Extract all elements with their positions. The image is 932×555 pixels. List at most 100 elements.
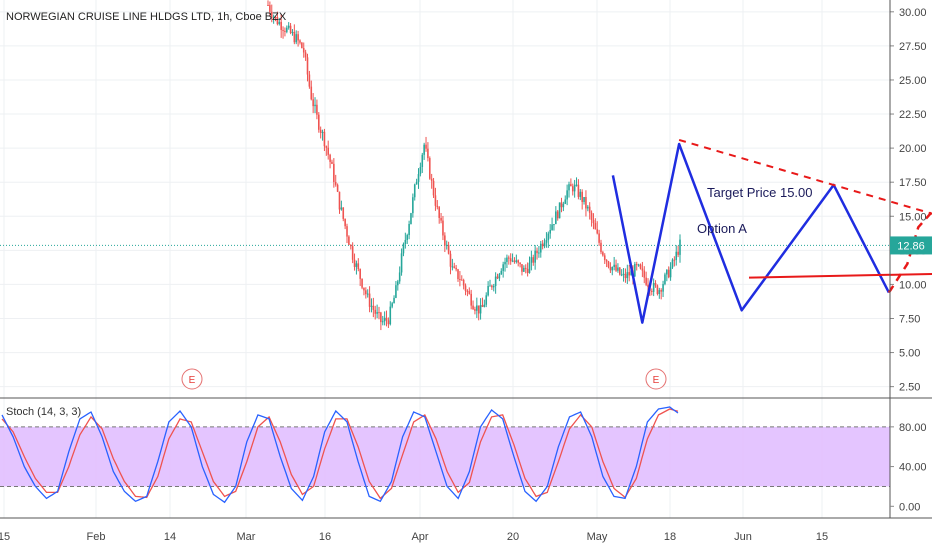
candle-body [611, 267, 614, 271]
candle-body [380, 312, 382, 323]
candle-body [489, 285, 491, 287]
candle-body [675, 251, 678, 260]
candle-body [440, 217, 442, 221]
candle-body [571, 186, 574, 192]
candle-body [568, 184, 570, 191]
candle-body [289, 25, 292, 33]
candle-body [316, 104, 318, 115]
candle-body [334, 181, 337, 185]
candle-body [363, 287, 365, 291]
candle-body [460, 279, 463, 281]
candle-body [662, 284, 664, 292]
candle-body [502, 264, 504, 271]
candle-body [555, 211, 557, 225]
candle-body [543, 242, 546, 247]
candle-body [442, 220, 444, 236]
candle-body [607, 261, 610, 268]
candle-body [479, 305, 482, 314]
candle-body [267, 5, 269, 6]
candle-body [487, 286, 489, 296]
stoch-y-tick-label: 80.00 [899, 422, 927, 434]
candle-body [592, 219, 595, 224]
axes: 15 Feb 14 Mar 16 Apr 20 May 18 Jun 152.505.007.501… [0, 0, 932, 543]
candle-body [530, 257, 533, 263]
y-tick-label: 2.50 [899, 382, 920, 394]
candle-body [573, 184, 576, 192]
candle-body [494, 276, 497, 287]
candle-body [336, 184, 339, 192]
candle-body [436, 205, 439, 208]
candle-body [654, 283, 657, 286]
candle-body [453, 266, 456, 268]
candle-body [269, 5, 271, 12]
option-a-annotation: Option A [697, 221, 747, 236]
y-tick-label: 25.00 [899, 75, 927, 87]
candle-body [624, 273, 627, 279]
candle-body [637, 264, 640, 266]
candle-body [491, 285, 493, 288]
candle-body [667, 269, 670, 278]
candle-body [630, 270, 632, 276]
candle-body [397, 281, 399, 286]
candle-body [389, 306, 392, 325]
candle-body [280, 21, 282, 30]
candle-body [408, 223, 410, 236]
candle-body [587, 206, 589, 209]
candle-body [329, 154, 331, 162]
candle-body [342, 207, 345, 219]
candle-body [365, 290, 367, 295]
candle-body [523, 267, 525, 272]
candle-body [432, 180, 435, 196]
candle-body [541, 243, 544, 247]
candle-body [370, 305, 373, 307]
candle-body [669, 267, 672, 278]
candle-body [524, 267, 527, 269]
candle-body [647, 284, 649, 287]
candle-body [417, 174, 420, 182]
candle-body [276, 17, 279, 25]
candle-body [270, 11, 273, 18]
stochastic-panel [0, 406, 890, 504]
price-tag [890, 236, 932, 255]
y-tick-label: 17.50 [899, 177, 927, 189]
candle-body [284, 30, 286, 32]
pattern-zigzag [611, 142, 891, 324]
candle-body [314, 104, 316, 107]
x-tick-label: Apr [411, 531, 428, 543]
candle-body [457, 269, 459, 280]
candle-body [517, 260, 520, 263]
candle-body [498, 274, 501, 279]
candle-body [532, 257, 535, 263]
candle-body [677, 251, 679, 255]
candle-body [570, 184, 572, 187]
candle-body [282, 29, 284, 31]
earnings-marker [181, 368, 203, 390]
candle-body [545, 240, 548, 243]
candle-body [306, 57, 309, 75]
price-candles [267, 0, 681, 331]
candle-body [650, 290, 653, 292]
y-tick-label: 7.50 [899, 313, 920, 325]
candle-body [278, 21, 281, 25]
candle-body [652, 283, 655, 292]
candle-body [585, 197, 587, 209]
candle-body [508, 257, 510, 259]
stoch-d-line [1, 408, 679, 500]
candle-body [504, 261, 506, 265]
pattern-resistance [678, 138, 932, 215]
candle-body [485, 295, 488, 305]
candle-body [564, 199, 567, 204]
candle-body [425, 144, 427, 149]
candle-body [293, 31, 296, 43]
candle-body [355, 263, 358, 267]
candle-body [656, 285, 659, 294]
candle-body [539, 243, 542, 253]
candle-body [464, 285, 467, 291]
chart-title: NORWEGIAN CRUISE LINE HLDGS LTD, 1h, Cbo… [6, 11, 287, 23]
candle-body [374, 309, 377, 314]
candle-body [387, 320, 390, 325]
candle-body [645, 277, 647, 285]
candle-body [664, 274, 666, 285]
candle-body [509, 258, 512, 262]
candle-body [613, 264, 615, 268]
